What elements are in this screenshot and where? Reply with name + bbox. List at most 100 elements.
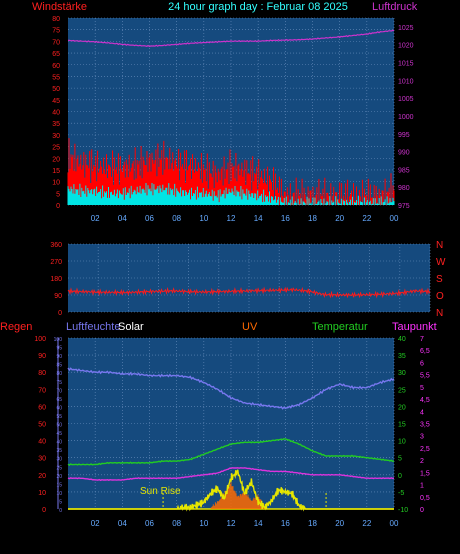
humidity-tick-label: 50 [56,423,62,429]
direction-tick-label: 90 [54,293,62,300]
climate-time-axis: 02 04 06 08 10 12 14 16 18 20 22 00 [91,519,399,528]
legend-solar: Solar [118,321,144,333]
time-tick-label: 00 [390,519,399,528]
temperature-series [67,437,395,466]
dewpoint-tick-label: 1,5 [420,470,430,477]
compass-label: N [436,308,443,319]
wind-tick-label: 20 [52,156,60,163]
wind-tick-label: 15 [52,168,60,175]
dewpoint-tick-label: 6 [420,360,424,367]
direction-tick-label: 180 [50,276,62,283]
dewpoint-tick-label: 6,5 [420,348,430,355]
humidity-tick-label: 75 [56,380,62,386]
pressure-series [67,29,395,48]
wind-tick-label: 65 [52,51,60,58]
time-tick-label: 18 [308,214,317,223]
temperature-tick-label: 20 [398,404,406,411]
humidity-tick-label: 0 [59,508,62,514]
pressure-tick-label: 1015 [398,61,414,68]
humidity-tick-label: 70 [56,388,62,394]
humidity-tick-label: 35 [56,448,62,454]
pressure-tick-label: 1025 [398,25,414,32]
time-tick-label: 18 [308,519,317,528]
time-tick-label: 02 [91,214,100,223]
dewpoint-tick-label: 2 [420,458,424,465]
temperature-tick-label: 0 [398,473,402,480]
wind-tick-label: 60 [52,63,60,70]
pressure-tick-label: 1000 [398,114,414,121]
pressure-axis-title: Luftdruck [372,1,418,13]
rain-tick-label: 30 [38,456,46,463]
dewpoint-tick-label: 1 [420,483,424,490]
humidity-tick-label: 85 [56,363,62,369]
compass-label: W [436,257,446,268]
time-tick-label: 06 [145,519,154,528]
pressure-tick-label: 990 [398,150,410,157]
legend-temperature: Temperatur [312,321,368,333]
wind-tick-label: 80 [52,16,60,23]
time-tick-label: 22 [362,519,371,528]
humidity-tick-label: 20 [56,474,62,480]
humidity-tick-label: 60 [56,405,62,411]
humidity-tick-label: 15 [56,482,62,488]
dewpoint-series [67,467,395,482]
direction-tick-label: 270 [50,259,62,266]
direction-tick-label: 0 [58,310,62,317]
pressure-tick-label: 995 [398,132,410,139]
humidity-tick-label: 25 [56,465,62,471]
humidity-tick-label: 55 [56,414,62,420]
dewpoint-tick-label: 7 [420,336,424,343]
time-tick-label: 14 [254,214,263,223]
rain-tick-label: 40 [38,439,46,446]
time-tick-label: 04 [118,519,127,528]
direction-grid [68,243,431,313]
time-tick-label: 06 [145,214,154,223]
temperature-tick-label: 30 [398,370,406,377]
time-tick-label: 08 [172,214,181,223]
pressure-tick-label: 1005 [398,96,414,103]
legend-dewpoint: Taupunkt [392,321,437,333]
wind-tick-label: 55 [52,74,60,81]
dewpoint-tick-label: 3,5 [420,422,430,429]
temperature-tick-label: 5 [398,456,402,463]
wind-tick-label: 5 [56,191,60,198]
humidity-tick-label: 80 [56,371,62,377]
time-tick-label: 10 [199,519,208,528]
time-tick-label: 02 [91,519,100,528]
climate-axis-ticks: 0102030405060708090100051015202530354045… [34,336,430,514]
humidity-tick-label: 90 [56,354,62,360]
compass-label: S [436,274,443,285]
wind-axis-title: Windstärke [32,1,87,13]
wind-tick-label: 35 [52,121,60,128]
time-tick-label: 16 [281,214,290,223]
wind-tick-label: 25 [52,145,60,152]
wind-time-axis: 02 04 06 08 10 12 14 16 18 20 22 00 [91,214,399,223]
dewpoint-tick-label: 0,5 [420,495,430,502]
uv-series [210,482,266,509]
wind-tick-label: 70 [52,39,60,46]
rain-tick-label: 100 [34,336,46,343]
pressure-tick-label: 975 [398,203,410,210]
dewpoint-tick-label: 5 [420,385,424,392]
climate-series [57,338,395,512]
rain-tick-label: 50 [38,422,46,429]
direction-tick-label: 360 [50,242,62,249]
time-tick-label: 22 [362,214,371,223]
wind-tick-label: 0 [56,203,60,210]
temperature-tick-label: -5 [398,490,404,497]
rain-tick-label: 0 [42,507,46,514]
humidity-series [67,367,395,410]
humidity-tick-label: 10 [56,491,62,497]
humidity-tick-label: 5 [59,499,62,505]
climate-legend: Regen Luftfeuchte Solar UV Temperatur Ta… [0,321,437,333]
wind-tick-label: 45 [52,98,60,105]
time-tick-label: 16 [281,519,290,528]
rain-tick-label: 10 [38,490,46,497]
legend-humidity: Luftfeuchte [66,321,120,333]
legend-uv: UV [242,321,258,333]
temperature-tick-label: -10 [398,507,408,514]
rain-tick-label: 20 [38,473,46,480]
humidity-tick-label: 95 [56,346,62,352]
wind-tick-label: 30 [52,133,60,140]
